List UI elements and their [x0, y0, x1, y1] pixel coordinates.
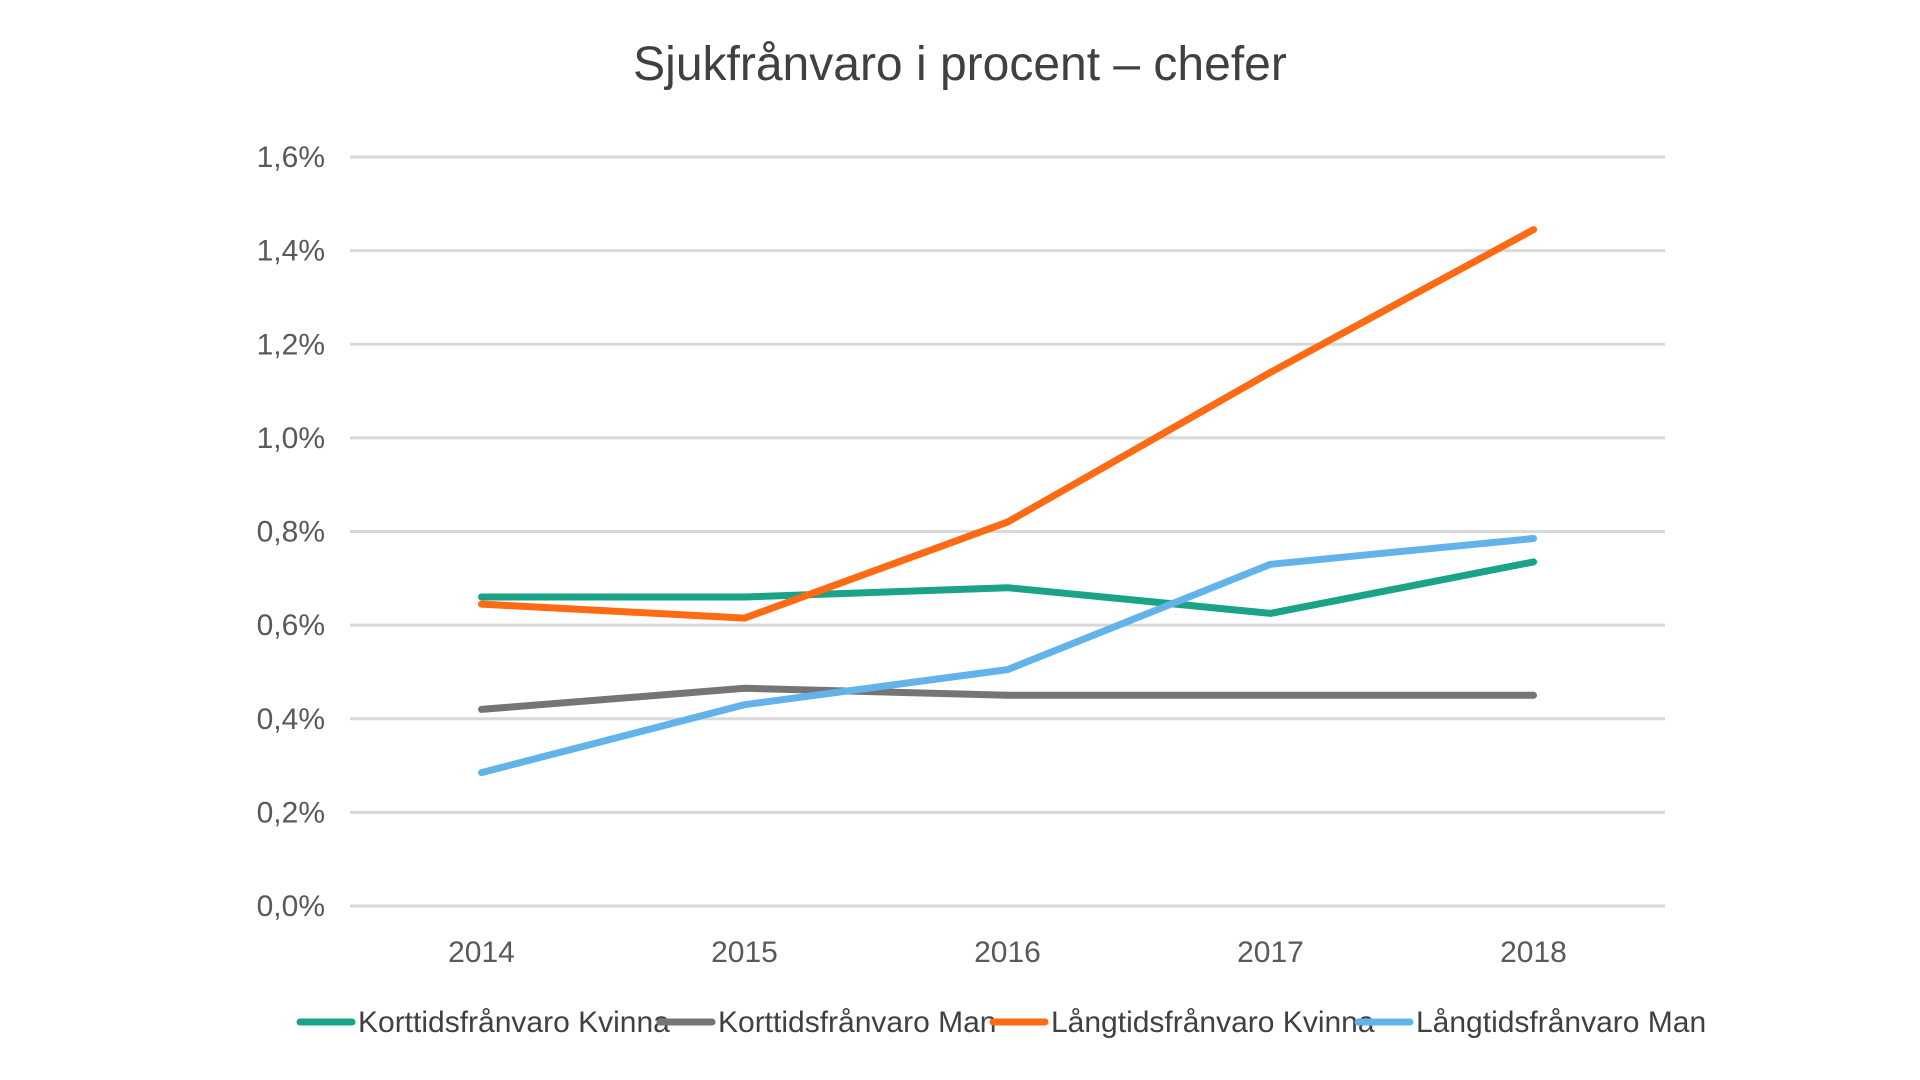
series-lines [478, 226, 1537, 777]
series-line-3 [478, 226, 1537, 622]
y-tick-label: 1,6% [257, 141, 325, 174]
y-axis-tick-labels: 0,0% 0,2% 0,4% 0,6% 0,8% 1,0% 1,2% 1,4% 1,6% [257, 141, 325, 923]
y-tick-label: 0,6% [257, 609, 325, 642]
series-line-1 [478, 558, 1537, 617]
y-tick-label: 0,2% [257, 796, 325, 829]
series-line-2 [478, 684, 1537, 713]
y-tick-label: 1,2% [257, 328, 325, 361]
legend-label: Korttidsfrånvaro Man [718, 1006, 996, 1039]
x-tick-label: 2015 [711, 936, 778, 969]
chart-title: Sjukfrånvaro i procent – chefer [633, 38, 1287, 91]
series-line-4 [478, 535, 1537, 777]
legend-item: Korttidsfrånvaro Kvinna [296, 1006, 670, 1039]
x-tick-label: 2017 [1237, 936, 1304, 969]
x-axis-tick-labels: 2014 2015 2016 2017 2018 [448, 936, 1567, 969]
x-tick-label: 2014 [448, 936, 515, 969]
legend-item: Långtidsfrånvaro Man [1354, 1006, 1706, 1039]
x-tick-label: 2018 [1500, 936, 1567, 969]
legend-label: Långtidsfrånvaro Man [1416, 1006, 1706, 1039]
y-tick-label: 0,4% [257, 703, 325, 736]
gridlines [350, 155, 1665, 908]
y-tick-label: 0,0% [257, 890, 325, 923]
legend-label: Korttidsfrånvaro Kvinna [358, 1006, 670, 1039]
x-tick-label: 2016 [974, 936, 1041, 969]
y-tick-label: 0,8% [257, 516, 325, 549]
legend: Korttidsfrånvaro Kvinna Korttidsfrånvaro … [296, 1006, 1706, 1039]
legend-item: Långtidsfrånvaro Kvinna [989, 1006, 1375, 1039]
y-tick-label: 1,4% [257, 235, 325, 268]
legend-label: Långtidsfrånvaro Kvinna [1051, 1006, 1375, 1039]
legend-item: Korttidsfrånvaro Man [656, 1006, 996, 1039]
y-tick-label: 1,0% [257, 422, 325, 455]
